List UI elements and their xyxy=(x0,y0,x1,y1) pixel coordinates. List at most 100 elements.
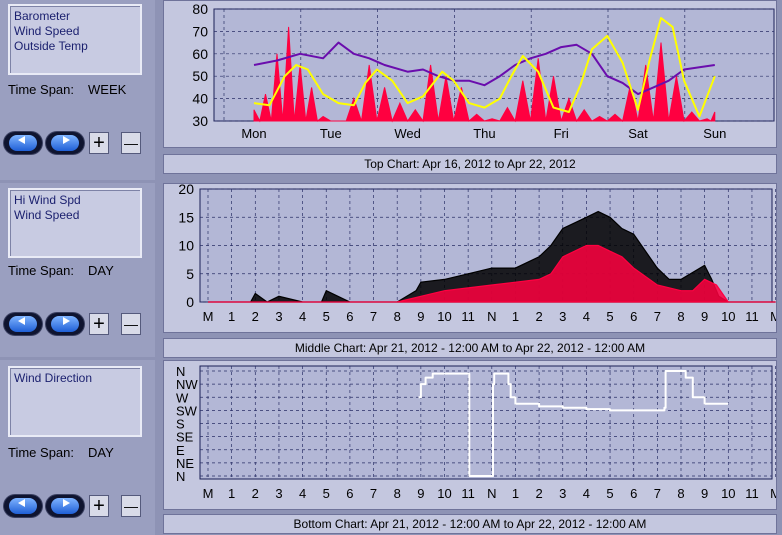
y-tick-label: 40 xyxy=(192,91,208,107)
x-tick-label: 1 xyxy=(512,309,519,324)
y-tick-label: N xyxy=(176,364,185,379)
x-tick-label: 4 xyxy=(583,486,590,501)
x-tick-label: 5 xyxy=(323,486,330,501)
top-chart-caption: Top Chart: Apr 16, 2012 to Apr 22, 2012 xyxy=(163,154,777,174)
x-tick-label: 7 xyxy=(654,309,661,324)
x-tick-label: Mon xyxy=(241,126,266,141)
x-tick-label: N xyxy=(487,486,496,501)
x-tick-label: 3 xyxy=(275,486,282,501)
x-tick-label: Thu xyxy=(473,126,495,141)
x-tick-label: 3 xyxy=(275,309,282,324)
bottom-chart-svg: M 1 2 3 4 5 6 7 8 9 10 11 N 1 2 3 4 5 6 7 8 9 10 11 MNNEESESSWWN… xyxy=(176,364,781,501)
forward-button[interactable] xyxy=(46,495,84,517)
x-tick-label: Tue xyxy=(320,126,342,141)
legend-item-wind-speed: Wind Speed xyxy=(14,208,80,222)
left-arrow-icon xyxy=(18,317,25,325)
x-tick-label: 2 xyxy=(252,486,259,501)
y-tick-label: 5 xyxy=(186,266,194,282)
zoom-in-button[interactable]: + xyxy=(89,132,109,154)
x-tick-label: Wed xyxy=(394,126,421,141)
x-tick-label: 3 xyxy=(559,486,566,501)
x-tick-label: 7 xyxy=(370,309,377,324)
x-tick-label: 2 xyxy=(535,309,542,324)
time-span-label: Time Span: xyxy=(8,445,74,460)
x-tick-label: 8 xyxy=(677,309,684,324)
x-tick-label: 7 xyxy=(370,486,377,501)
back-button[interactable] xyxy=(4,313,42,335)
zoom-in-button[interactable]: + xyxy=(89,495,109,517)
x-tick-label: 4 xyxy=(299,486,306,501)
x-tick-label: 10 xyxy=(721,309,735,324)
legend-item-wind-direction: Wind Direction xyxy=(14,371,93,385)
right-arrow-icon xyxy=(63,317,70,325)
x-tick-label: N xyxy=(487,309,496,324)
x-tick-label: M xyxy=(203,486,214,501)
y-tick-label: 10 xyxy=(178,238,194,254)
x-tick-label: M xyxy=(770,486,776,501)
x-tick-label: 3 xyxy=(559,309,566,324)
forward-button[interactable] xyxy=(46,313,84,335)
x-tick-label: M xyxy=(770,309,776,324)
x-tick-label: Fri xyxy=(554,126,569,141)
x-tick-label: 11 xyxy=(745,309,759,324)
x-tick-label: 7 xyxy=(654,486,661,501)
series-outside-temp xyxy=(253,17,716,118)
x-tick-label: 2 xyxy=(252,309,259,324)
x-tick-label: 4 xyxy=(299,309,306,324)
time-span-label: Time Span: xyxy=(8,263,74,278)
x-tick-label: 8 xyxy=(394,486,401,501)
x-tick-label: 5 xyxy=(606,309,613,324)
x-tick-label: Sun xyxy=(703,126,726,141)
legend-item-hi-wind-spd: Hi Wind Spd xyxy=(14,193,81,207)
y-tick-label: 70 xyxy=(192,23,208,39)
x-tick-label: 6 xyxy=(630,486,637,501)
y-tick-label: NW xyxy=(176,377,198,392)
zoom-in-button[interactable]: + xyxy=(89,313,109,335)
zoom-out-button[interactable]: — xyxy=(121,495,141,517)
forward-button[interactable] xyxy=(46,132,84,154)
x-tick-label: 6 xyxy=(630,309,637,324)
zoom-out-button[interactable]: — xyxy=(121,132,141,154)
x-tick-label: 9 xyxy=(701,486,708,501)
y-tick-label: 15 xyxy=(178,209,194,225)
y-tick-label: SE xyxy=(176,430,194,445)
right-arrow-icon xyxy=(63,499,70,507)
x-tick-label: 10 xyxy=(437,309,451,324)
x-tick-label: 1 xyxy=(512,486,519,501)
x-tick-label: 8 xyxy=(394,309,401,324)
x-tick-label: 6 xyxy=(346,309,353,324)
y-tick-label: 80 xyxy=(192,1,208,17)
legend-top: Barometer Wind Speed Outside Temp xyxy=(8,4,142,75)
right-arrow-icon xyxy=(63,136,70,144)
x-tick-label: 11 xyxy=(461,486,475,501)
y-tick-label: SW xyxy=(176,403,198,418)
legend-item-barometer: Barometer xyxy=(14,9,71,23)
bottom-chart: M 1 2 3 4 5 6 7 8 9 10 11 N 1 2 3 4 5 6 7 8 9 10 11 M N NE E SE S SW W N… xyxy=(163,360,781,510)
legend-bottom: Wind Direction xyxy=(8,366,142,437)
middle-chart: M 1 2 3 4 5 6 7 8 9 10 11 N 1 2 3 4 5 6 7 8 9 10 11 M 0 5 10 15 20 xyxy=(163,181,781,333)
x-tick-label: 5 xyxy=(606,486,613,501)
x-tick-label: 11 xyxy=(745,486,759,501)
bottom-chart-caption: Bottom Chart: Apr 21, 2012 - 12:00 AM to… xyxy=(163,514,777,534)
y-tick-label: E xyxy=(176,443,185,458)
x-tick-label: 10 xyxy=(721,486,735,501)
y-tick-label: S xyxy=(176,417,185,432)
time-span-top: Time Span: WEEK xyxy=(8,82,126,97)
y-tick-label: NE xyxy=(176,456,194,471)
time-span-label: Time Span: xyxy=(8,82,74,97)
zoom-out-button[interactable]: — xyxy=(121,313,141,335)
legend-item-outside-temp: Outside Temp xyxy=(14,39,88,53)
x-tick-label: Sat xyxy=(628,126,648,141)
x-tick-label: 10 xyxy=(437,486,451,501)
time-span-value: DAY xyxy=(88,263,114,278)
top-chart: 30 40 50 60 70 80 Mon Tue Wed Thu Fri Sat Sun xyxy=(163,0,777,148)
top-chart-svg: 30 40 50 60 70 80 Mon Tue Wed Thu Fri Sat Sun xyxy=(192,1,775,141)
time-span-middle: Time Span: DAY xyxy=(8,263,114,278)
back-button[interactable] xyxy=(4,495,42,517)
y-tick-label: 30 xyxy=(192,113,208,129)
x-tick-label: 1 xyxy=(228,486,235,501)
back-button[interactable] xyxy=(4,132,42,154)
x-tick-label: 6 xyxy=(346,486,353,501)
series-wind-direction xyxy=(418,370,729,477)
